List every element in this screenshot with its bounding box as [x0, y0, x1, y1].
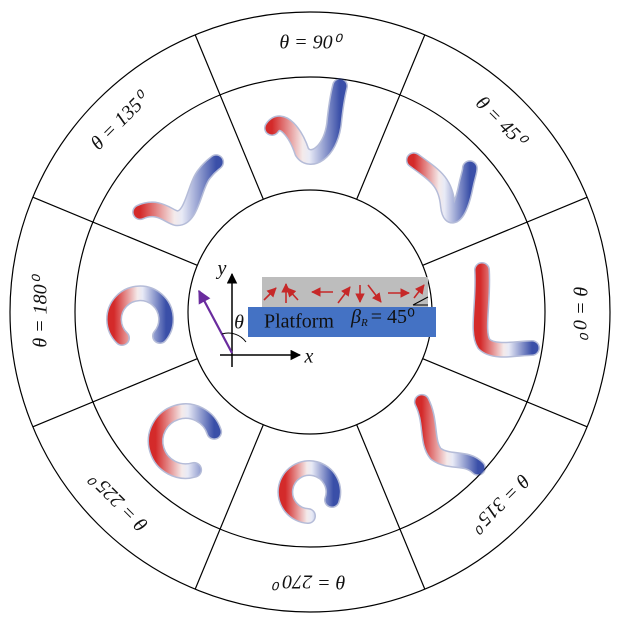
sector-label: θ = 315⁰ — [465, 469, 533, 537]
beta-label: βR = 45⁰ — [350, 306, 415, 329]
sector-divider — [194, 424, 264, 590]
beta-subscript: R — [360, 317, 368, 329]
soft-robot — [265, 79, 347, 164]
platform — [248, 307, 436, 337]
middle-ring — [74, 76, 546, 548]
outer-ring — [9, 11, 611, 613]
sector-label: θ = 225⁰ — [84, 467, 152, 535]
soft-robot — [415, 395, 485, 475]
axis-y-label: y — [216, 258, 227, 280]
beta-value: = 45⁰ — [371, 306, 415, 328]
sector-label: θ = 0⁰ — [568, 286, 590, 340]
sector-divider — [356, 34, 426, 200]
sector-label: θ = 180⁰ — [30, 273, 52, 347]
force-arrows — [263, 283, 425, 304]
soft-robot — [278, 461, 340, 523]
sector-label: θ = 135⁰ — [86, 86, 154, 154]
sector-label: θ = 270⁰ — [271, 570, 345, 592]
sector-divider — [32, 196, 198, 266]
beta-symbol: β — [350, 306, 361, 328]
axis-x-label: x — [304, 346, 314, 368]
soft-robot — [107, 286, 173, 345]
platform-diagram: y x θ Platform βR = 45⁰ — [198, 258, 436, 368]
sector-divider — [356, 424, 426, 590]
sector-divider — [422, 358, 588, 428]
soft-robot — [149, 404, 221, 478]
sector-label: θ = 90⁰ — [279, 32, 343, 54]
soft-robot — [133, 155, 223, 225]
soft-robot — [407, 153, 477, 223]
worms — [106, 78, 540, 524]
platform-label: Platform — [264, 311, 334, 333]
soft-robot — [473, 263, 539, 357]
sector-divider — [422, 196, 588, 266]
sector-divider — [194, 34, 264, 200]
angle-label: θ — [234, 312, 244, 334]
sector-divider — [32, 358, 198, 428]
